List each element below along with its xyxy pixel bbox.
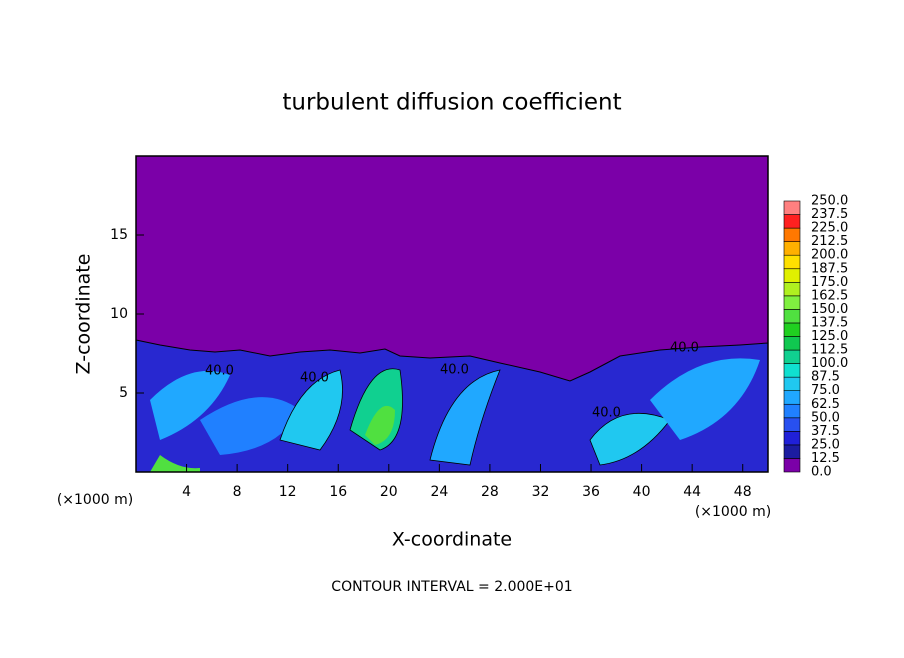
colorbar-box [783,417,801,432]
x-tick-label: 8 [233,484,242,500]
y-axis-label: Z-coordinate [73,254,95,375]
colorbar-box [783,322,801,337]
colorbar-box [783,281,801,297]
x-tick-label: 20 [380,484,398,500]
colorbar-box [783,349,801,364]
field-blob [150,455,200,472]
contour-label: 40.0 [670,341,699,356]
y-tick-label: 15 [110,227,128,243]
field-blob [365,405,395,445]
x-tick-label: 44 [683,484,701,500]
colorbar-label: 0.0 [811,465,832,480]
y-tick-label: 10 [110,306,128,322]
colorbar-label: 212.5 [811,234,848,249]
x-tick-label: 28 [481,484,499,500]
colorbar-box [783,254,801,270]
colorbar-box [783,227,801,242]
field-blob [279,369,343,451]
colorbar-label: 137.5 [811,315,848,330]
field-blob [650,358,760,440]
x-tick-label: 16 [329,484,347,500]
colorbar-label: 50.0 [811,410,840,425]
colorbar-box [783,403,801,419]
colorbar-box [783,431,801,446]
colorbar-label: 100.0 [811,356,848,371]
colorbar-label: 125.0 [811,329,848,344]
colorbar-box [783,458,801,473]
x-tick-label: 40 [633,484,651,500]
colorbar-label: 112.5 [811,343,848,358]
colorbar-box [783,376,801,391]
colorbar-label: 225.0 [811,221,848,236]
x-tick-label: 48 [734,484,752,500]
colorbar-label: 25.0 [811,437,840,452]
x-unit: (×1000 m) [695,504,771,520]
colorbar-label: 187.5 [811,261,848,276]
contour-label: 40.0 [205,364,234,379]
colorbar-label: 12.5 [811,451,840,466]
y-tick-label: 5 [119,385,128,401]
colorbar-label: 200.0 [811,248,848,263]
x-tick-label: 12 [279,484,297,500]
contour-label: 40.0 [440,363,469,378]
field-blob [150,370,230,440]
colorbar-box [783,363,801,378]
colorbar-box [783,241,801,256]
colorbar-label: 175.0 [811,275,848,290]
colorbar-box [783,336,801,351]
colorbar-label: 37.5 [811,424,840,439]
colorbar-label: 162.5 [811,288,848,303]
contour-label: 40.0 [592,406,621,421]
colorbar-label: 250.0 [811,194,848,209]
colorbar-label: 62.5 [811,397,840,412]
colorbar-label: 237.5 [811,207,848,222]
chart-title: turbulent diffusion coefficient [282,90,621,116]
x-tick-label: 4 [182,484,191,500]
x-tick-label: 36 [582,484,600,500]
colorbar-box [783,295,801,310]
colorbar-box [783,200,801,215]
x-tick-label: 24 [430,484,448,500]
field [135,156,769,473]
colorbar-label: 150.0 [811,302,848,317]
colorbar-box [783,390,801,405]
colorbar-label: 75.0 [811,383,840,398]
colorbar-box [783,309,801,324]
field-blob [429,369,501,466]
colorbar-label: 87.5 [811,370,840,385]
colorbar-box [783,444,801,459]
footer-note: CONTOUR INTERVAL = 2.000E+01 [331,579,572,595]
field-blob [200,397,300,455]
x-axis-label: X-coordinate [392,529,512,551]
x-unit: (×1000 m) [57,492,133,508]
x-tick-label: 32 [532,484,550,500]
contour-label: 40.0 [300,371,329,386]
colorbar-box [783,268,801,283]
colorbar-box [783,214,801,229]
